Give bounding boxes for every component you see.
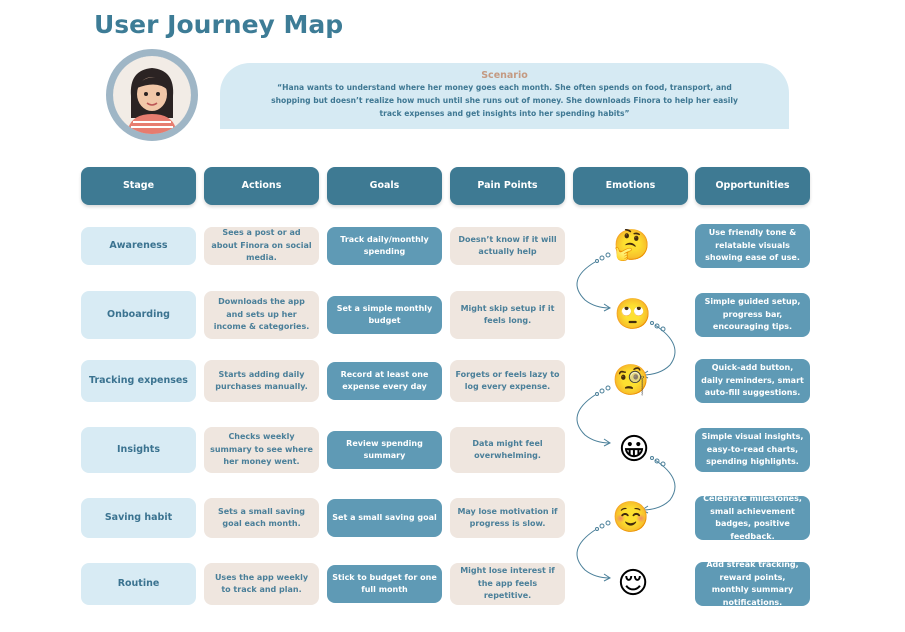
stage-cell: Saving habit — [81, 498, 196, 538]
stage-cell: Onboarding — [81, 291, 196, 339]
opportunity-cell: Celebrate milestones, small achievement … — [695, 494, 810, 541]
page-title: User Journey Map — [94, 10, 344, 39]
action-cell: Starts adding daily purchases manually. — [204, 360, 319, 402]
action-cell: Downloads the app and sets up her income… — [204, 291, 319, 339]
smiling-blush-face-icon: ☺️ — [612, 500, 650, 535]
header-emotions: Emotions — [573, 167, 688, 205]
goal-cell: Set a simple monthly budget — [327, 296, 442, 334]
action-cell: Sets a small saving goal each month. — [204, 498, 319, 538]
stage-cell: Insights — [81, 427, 196, 473]
pain-point-cell: Might lose interest if the app feels rep… — [450, 563, 565, 605]
header-goals: Goals — [327, 167, 442, 205]
goal-cell: Review spending summary — [327, 431, 442, 469]
thinking-face-icon: 🤔 — [613, 228, 651, 263]
scenario-panel: Scenario “Hana wants to understand where… — [220, 63, 789, 129]
emotion-flow-arrows — [576, 252, 676, 582]
opportunity-cell: Quick-add button, daily reminders, smart… — [695, 359, 810, 403]
goal-cell: Set a small saving goal — [327, 499, 442, 537]
pain-point-cell: Might skip setup if it feels long. — [450, 291, 565, 339]
opportunity-cell: Simple guided setup, progress bar, encou… — [695, 293, 810, 337]
header-actions: Actions — [204, 167, 319, 205]
pain-point-cell: Data might feel overwhelming. — [450, 427, 565, 473]
grinning-face-icon: 😀 — [618, 432, 650, 467]
eye-roll-face-icon: 🙄 — [614, 297, 652, 332]
header-pain-points: Pain Points — [450, 167, 565, 205]
goal-cell: Track daily/monthly spending — [327, 227, 442, 265]
stage-cell: Tracking expenses — [81, 360, 196, 402]
action-cell: Uses the app weekly to track and plan. — [204, 563, 319, 605]
opportunity-cell: Simple visual insights, easy-to-read cha… — [695, 428, 810, 472]
monocle-face-icon: 🧐 — [612, 363, 650, 398]
goal-cell: Stick to budget for one full month — [327, 565, 442, 603]
scenario-text: “Hana wants to understand where her mone… — [271, 83, 738, 118]
opportunity-cell: Use friendly tone & relatable visuals sh… — [695, 224, 810, 268]
relieved-face-icon: 😌 — [617, 566, 649, 601]
pain-point-cell: Doesn’t know if it will actually help — [450, 227, 565, 265]
stage-cell: Routine — [81, 563, 196, 605]
opportunity-cell: Add streak tracking, reward points, mont… — [695, 560, 810, 607]
action-cell: Sees a post or ad about Finora on social… — [204, 227, 319, 265]
pain-point-cell: Forgets or feels lazy to log every expen… — [450, 360, 565, 402]
scenario-heading: Scenario — [481, 70, 528, 81]
persona-avatar — [106, 49, 198, 141]
stage-cell: Awareness — [81, 227, 196, 265]
header-stage: Stage — [81, 167, 196, 205]
goal-cell: Record at least one expense every day — [327, 362, 442, 400]
pain-point-cell: May lose motivation if progress is slow. — [450, 498, 565, 538]
header-opportunities: Opportunities — [695, 167, 810, 205]
action-cell: Checks weekly summary to see where her m… — [204, 427, 319, 473]
